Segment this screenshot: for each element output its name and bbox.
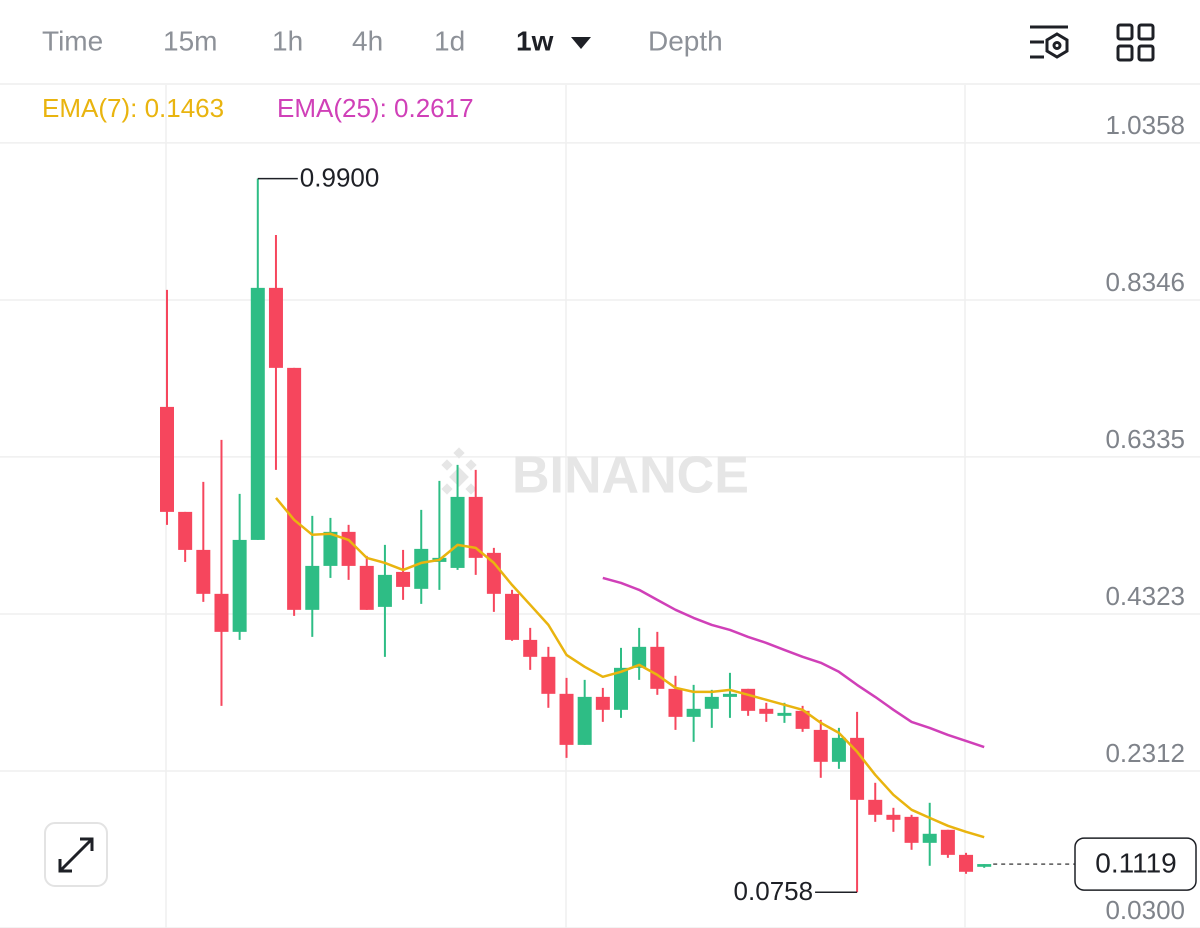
candle-body bbox=[377, 574, 392, 607]
candle-body bbox=[686, 708, 701, 717]
candle-body bbox=[886, 814, 901, 820]
candle-body bbox=[959, 854, 974, 872]
dropdown-arrow[interactable] bbox=[571, 37, 591, 49]
candle-body bbox=[268, 287, 283, 368]
candle-body bbox=[777, 712, 792, 716]
candle-body bbox=[795, 710, 810, 729]
tab[interactable]: 15m bbox=[163, 25, 217, 56]
tab[interactable]: 1d bbox=[434, 25, 465, 56]
watermark-logo bbox=[441, 447, 477, 495]
expand-button[interactable] bbox=[44, 822, 108, 887]
candle-body bbox=[922, 833, 937, 843]
candle-body bbox=[468, 496, 483, 558]
candle-body bbox=[722, 693, 737, 697]
candle-body bbox=[650, 646, 665, 689]
candle-body bbox=[196, 549, 211, 594]
tab-bar: Time 15m 1h 4h 1d 1w Depth bbox=[42, 25, 723, 56]
candle-body bbox=[868, 799, 883, 815]
y-tick-label: 0.0300 bbox=[1105, 895, 1185, 925]
y-tick-label: 0.6335 bbox=[1105, 424, 1185, 454]
candle-body bbox=[850, 737, 865, 800]
candle-body bbox=[178, 511, 193, 550]
candle-body bbox=[668, 688, 683, 717]
candle-body bbox=[831, 737, 846, 762]
last-price-box bbox=[1074, 837, 1197, 891]
tab[interactable]: 1h bbox=[272, 25, 303, 56]
y-tick-label: 0.2312 bbox=[1105, 738, 1185, 768]
legend-entry: EMA(7): 0.1463 bbox=[42, 93, 224, 123]
tab[interactable]: Time bbox=[42, 25, 103, 56]
candle-body bbox=[359, 565, 374, 610]
candle-body bbox=[759, 708, 774, 714]
candle-body bbox=[632, 646, 647, 668]
grid bbox=[0, 142, 1200, 928]
last-price-label: 0.1119 bbox=[1095, 847, 1176, 878]
candle-body bbox=[904, 816, 919, 843]
candle-body bbox=[505, 593, 520, 640]
low-label: 0.0758 bbox=[734, 876, 814, 906]
settings-icon[interactable] bbox=[1030, 25, 1069, 59]
ema-line bbox=[275, 497, 985, 839]
candle-body bbox=[577, 696, 592, 745]
ema-line bbox=[602, 576, 985, 749]
candle-body bbox=[341, 531, 356, 566]
tab[interactable]: Depth bbox=[648, 25, 723, 56]
candle-body bbox=[160, 406, 174, 512]
tab[interactable]: 4h bbox=[352, 25, 383, 56]
y-tick-label: 1.0358 bbox=[1105, 110, 1185, 140]
candle-body bbox=[614, 667, 628, 710]
candle-body bbox=[214, 593, 229, 632]
y-tick-label: 0.4323 bbox=[1105, 581, 1185, 611]
candle-body bbox=[305, 565, 320, 610]
candle-body bbox=[940, 829, 955, 855]
candle-body bbox=[813, 729, 828, 762]
watermark: BINANCE bbox=[512, 447, 749, 505]
candle-body bbox=[486, 552, 501, 594]
candle-body bbox=[450, 496, 465, 568]
candle-body bbox=[541, 656, 556, 694]
candle-body bbox=[250, 287, 265, 540]
candle-body bbox=[396, 571, 411, 587]
candle-body bbox=[704, 696, 719, 709]
candle-body bbox=[323, 531, 338, 566]
tab[interactable]: 1w bbox=[516, 25, 554, 56]
high-label: 0.9900 bbox=[300, 163, 380, 193]
candle-body bbox=[595, 696, 610, 710]
legend-entry: EMA(25): 0.2617 bbox=[277, 93, 474, 123]
candle-body bbox=[232, 539, 247, 632]
candle-body bbox=[741, 688, 756, 711]
candle-body bbox=[523, 639, 538, 657]
candle-body bbox=[414, 548, 429, 589]
candle-body bbox=[559, 693, 574, 745]
layout-icon[interactable] bbox=[1116, 23, 1155, 62]
y-tick-label: 0.8346 bbox=[1105, 267, 1185, 297]
candle-body bbox=[287, 367, 302, 610]
candle-body bbox=[977, 864, 992, 867]
plot-area bbox=[160, 178, 992, 893]
